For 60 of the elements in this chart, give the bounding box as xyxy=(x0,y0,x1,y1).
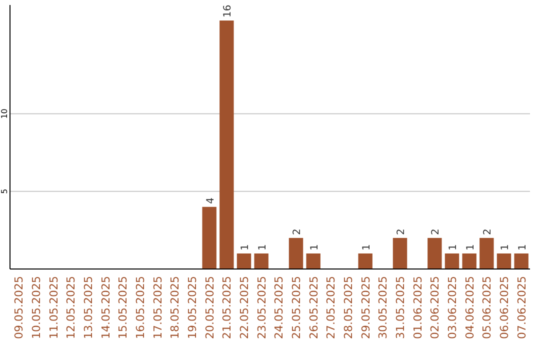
bar xyxy=(392,238,408,269)
bar xyxy=(220,20,234,269)
data-label: 4 xyxy=(205,198,216,204)
data-label: 1 xyxy=(309,244,320,250)
bar xyxy=(462,253,476,269)
bar xyxy=(444,253,460,269)
x-tick-label: 20.05.2025 xyxy=(203,276,216,339)
x-tick-label: 23.05.2025 xyxy=(255,276,268,339)
x-tick-label: 13.05.2025 xyxy=(82,276,95,339)
x-tick-label: 09.05.2025 xyxy=(12,276,26,339)
data-label: 1 xyxy=(448,244,459,250)
bar xyxy=(480,238,494,269)
x-tick-label: 22.05.2025 xyxy=(238,276,251,339)
x-tick-label: 12.05.2025 xyxy=(64,276,78,339)
data-label: 1 xyxy=(465,244,476,250)
data-label: 1 xyxy=(517,244,528,250)
x-tick-label: 28.05.2025 xyxy=(342,276,355,339)
x-tick-label: 18.05.2025 xyxy=(168,276,182,339)
x-tick-label: 16.05.2025 xyxy=(134,276,147,339)
x-tick-label: 15.05.2025 xyxy=(116,276,130,339)
x-tick-label: 26.05.2025 xyxy=(307,276,320,339)
bar xyxy=(254,253,268,269)
x-tick-label: 07.06.2025 xyxy=(515,276,528,339)
x-tick-label: 19.05.2025 xyxy=(186,276,199,339)
x-tick-label: 29.05.2025 xyxy=(359,276,372,339)
x-tick-label: 25.05.2025 xyxy=(290,276,303,339)
x-tick-label: 05.06.2025 xyxy=(480,276,494,339)
bar xyxy=(496,253,512,269)
y-tick-label: 5 xyxy=(0,188,9,194)
x-tick-label: 31.05.2025 xyxy=(394,276,407,339)
data-label: 2 xyxy=(396,228,407,235)
x-tick-label: 10.05.2025 xyxy=(30,276,43,339)
data-label: 2 xyxy=(482,228,494,235)
x-tick-label: 21.05.2025 xyxy=(220,276,234,339)
x-tick-label: 04.06.2025 xyxy=(463,276,476,339)
x-tick-label: 17.05.2025 xyxy=(151,276,164,339)
x-tick-label: 03.06.2025 xyxy=(446,276,459,339)
data-label: 1 xyxy=(240,244,251,250)
x-tick-label: 01.06.2025 xyxy=(411,276,424,339)
x-tick-label: 06.06.2025 xyxy=(498,276,511,339)
bar xyxy=(428,238,442,269)
bar xyxy=(514,253,528,269)
x-tick-label: 24.05.2025 xyxy=(272,276,286,339)
x-tick-label: 02.06.2025 xyxy=(428,276,442,339)
bar xyxy=(202,206,216,269)
data-label: 1 xyxy=(500,244,511,250)
x-tick-label: 11.05.2025 xyxy=(47,276,60,339)
data-label: 2 xyxy=(430,228,442,235)
data-label: 2 xyxy=(292,228,303,235)
bar xyxy=(306,253,320,269)
bar xyxy=(236,253,252,269)
bar xyxy=(358,253,372,269)
data-label: 1 xyxy=(361,244,372,250)
x-tick-label: 27.05.2025 xyxy=(324,276,338,339)
y-tick-label: 10 xyxy=(0,108,9,119)
data-label: 16 xyxy=(222,4,234,18)
x-tick-label: 14.05.2025 xyxy=(99,276,112,339)
x-tick-label: 30.05.2025 xyxy=(376,276,390,339)
data-label: 1 xyxy=(257,244,268,250)
bar xyxy=(288,238,304,269)
